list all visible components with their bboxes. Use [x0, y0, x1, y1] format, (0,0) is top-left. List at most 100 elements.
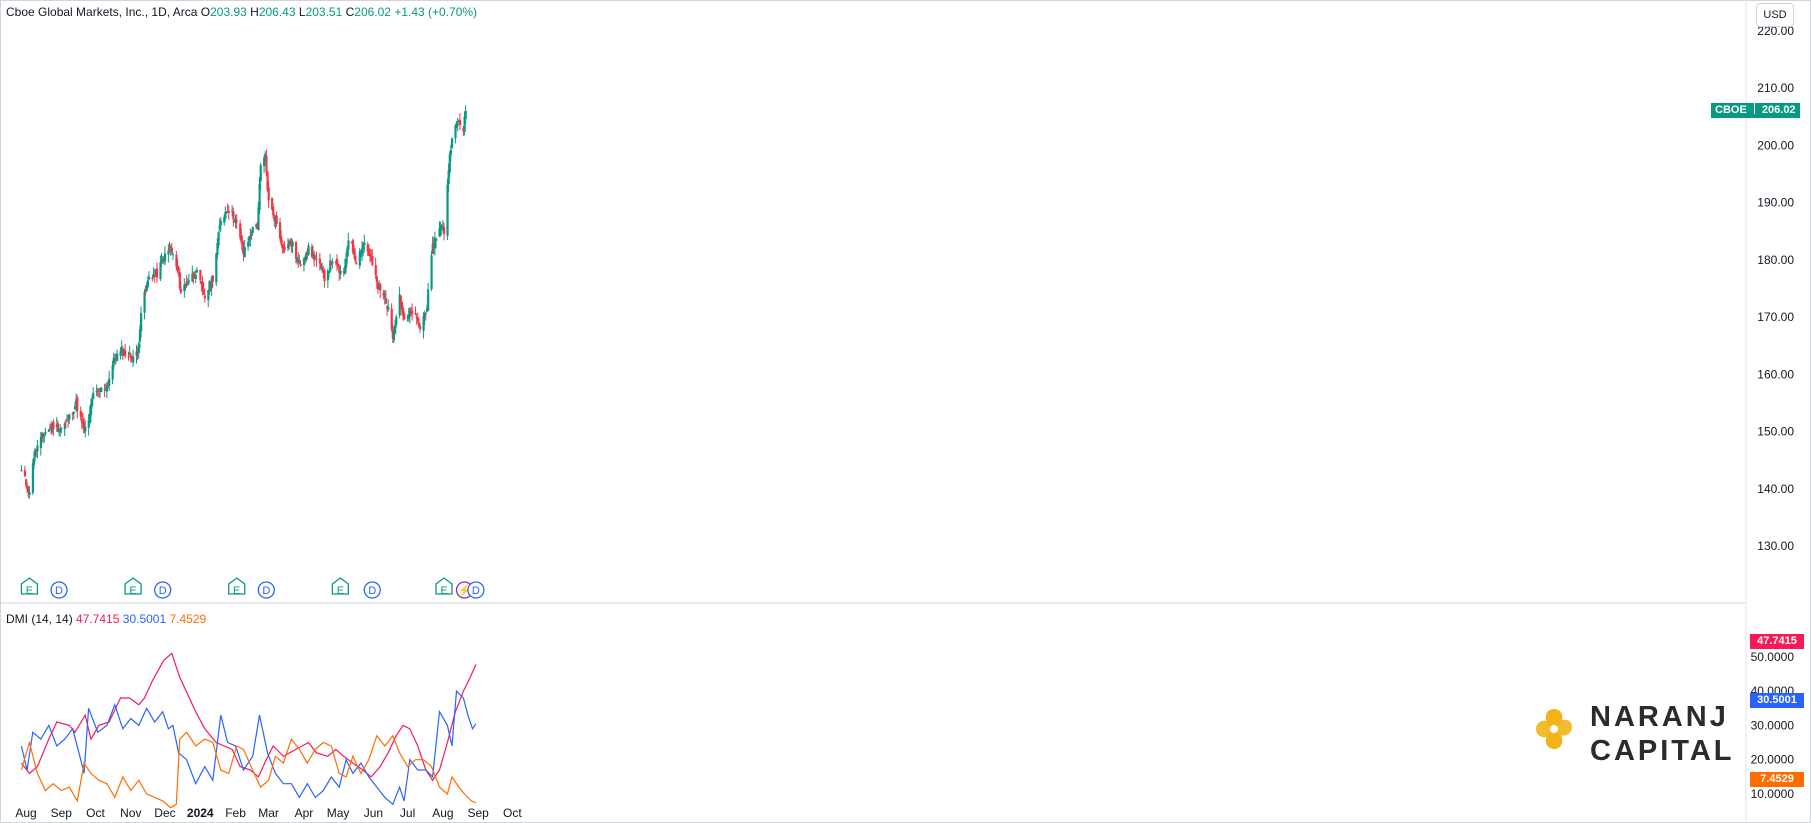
- candle-body: [28, 492, 31, 495]
- candle-body: [351, 240, 355, 253]
- symbol-header: Cboe Global Markets, Inc., 1D, Arca O203…: [6, 5, 477, 19]
- earnings-event-icon: [228, 577, 246, 595]
- candle-body: [129, 355, 132, 359]
- candle-body: [97, 389, 101, 391]
- candle-body: [440, 226, 443, 228]
- candle-body: [159, 262, 162, 279]
- event-label: D: [368, 585, 376, 597]
- candle-body: [296, 257, 299, 262]
- time-axis-tick-label: 2024: [187, 806, 214, 820]
- candle-body: [334, 261, 338, 263]
- candle-body: [278, 222, 282, 239]
- candle-body: [194, 274, 197, 279]
- candle-body: [259, 165, 262, 182]
- candle-body: [184, 283, 187, 288]
- earnings-event-icon: [20, 577, 39, 595]
- candle-body: [318, 258, 322, 264]
- candle-body: [104, 389, 107, 391]
- candle-body: [306, 251, 309, 253]
- indicator-legend: DMI (14, 14) 47.7415 30.5001 7.4529: [6, 612, 206, 626]
- candle-body: [375, 276, 379, 283]
- candle-body: [346, 248, 349, 258]
- candle-body: [127, 356, 130, 358]
- candle-body: [313, 254, 316, 261]
- candle-body: [81, 419, 85, 425]
- candle-body: [457, 121, 461, 123]
- candle-body: [464, 110, 467, 119]
- candle-body: [209, 282, 212, 287]
- candle-body: [265, 155, 268, 172]
- candle-body: [121, 349, 125, 356]
- currency-button[interactable]: USD: [1756, 3, 1794, 27]
- candle-body: [425, 308, 429, 312]
- candle-body: [315, 258, 318, 260]
- candle-body: [148, 277, 151, 280]
- indicator-title[interactable]: DMI (14, 14): [6, 612, 73, 626]
- candle-body: [441, 227, 445, 229]
- candle-body: [251, 226, 254, 233]
- candle-body: [446, 184, 449, 236]
- candle-body: [135, 351, 138, 357]
- candle-body: [87, 420, 90, 428]
- candle-body: [408, 310, 412, 317]
- candle-body: [73, 406, 77, 410]
- candle-body: [330, 262, 333, 266]
- time-axis-tick-label: Feb: [225, 806, 246, 820]
- earnings-event-icon: [124, 577, 142, 595]
- candle-body: [448, 154, 451, 173]
- candle-body: [36, 445, 39, 452]
- candle-body: [387, 306, 390, 310]
- candle-body: [96, 389, 99, 391]
- candle-body: [223, 217, 226, 223]
- price-axis-tick-label: 190.00: [1757, 196, 1794, 210]
- candle-body: [281, 244, 284, 249]
- candle-body: [291, 241, 294, 247]
- candle-body: [146, 280, 150, 287]
- plus-di-legend-value: 30.5001: [122, 612, 167, 626]
- candle-body: [113, 357, 117, 361]
- candle-body: [132, 356, 135, 363]
- dividend-event-icon: [467, 581, 485, 599]
- candle-body: [240, 235, 243, 242]
- candle-body: [55, 424, 58, 427]
- candle-body: [294, 241, 298, 259]
- price-axis-tick-label: 210.00: [1757, 81, 1794, 95]
- candle-body: [443, 226, 446, 234]
- time-axis-tick-label: Sep: [468, 806, 490, 820]
- event-label: D: [262, 585, 270, 597]
- candle-body: [167, 250, 170, 255]
- candle-body: [75, 399, 78, 405]
- candle-body: [339, 270, 342, 275]
- candle-body: [282, 246, 285, 248]
- candle-body: [432, 241, 435, 249]
- candle-body: [343, 266, 347, 275]
- candle-body: [217, 232, 220, 246]
- candle-body: [283, 246, 286, 251]
- candle-body: [320, 263, 323, 268]
- candle-body: [450, 138, 454, 149]
- candle-body: [39, 436, 43, 449]
- candle-body: [406, 316, 409, 318]
- adx-axis-label: 47.7415: [1750, 634, 1804, 649]
- candle-body: [415, 316, 418, 319]
- candle-body: [350, 242, 353, 244]
- candle-body: [289, 240, 292, 245]
- candle-body: [108, 378, 111, 386]
- candle-body: [107, 383, 110, 385]
- event-label: E: [337, 585, 344, 597]
- candle-body: [76, 397, 79, 411]
- candle-body: [382, 292, 385, 297]
- candle-body: [248, 236, 251, 241]
- candle-body: [243, 247, 246, 258]
- candle-body: [224, 211, 227, 219]
- candle-body: [160, 260, 163, 262]
- candle-body: [307, 245, 310, 255]
- candle-body: [58, 429, 61, 431]
- candle-body: [403, 313, 406, 320]
- candle-body: [379, 284, 382, 291]
- candle-body: [219, 221, 222, 226]
- candle-body: [161, 258, 164, 263]
- candle-body: [192, 274, 195, 277]
- candle-body: [84, 426, 87, 432]
